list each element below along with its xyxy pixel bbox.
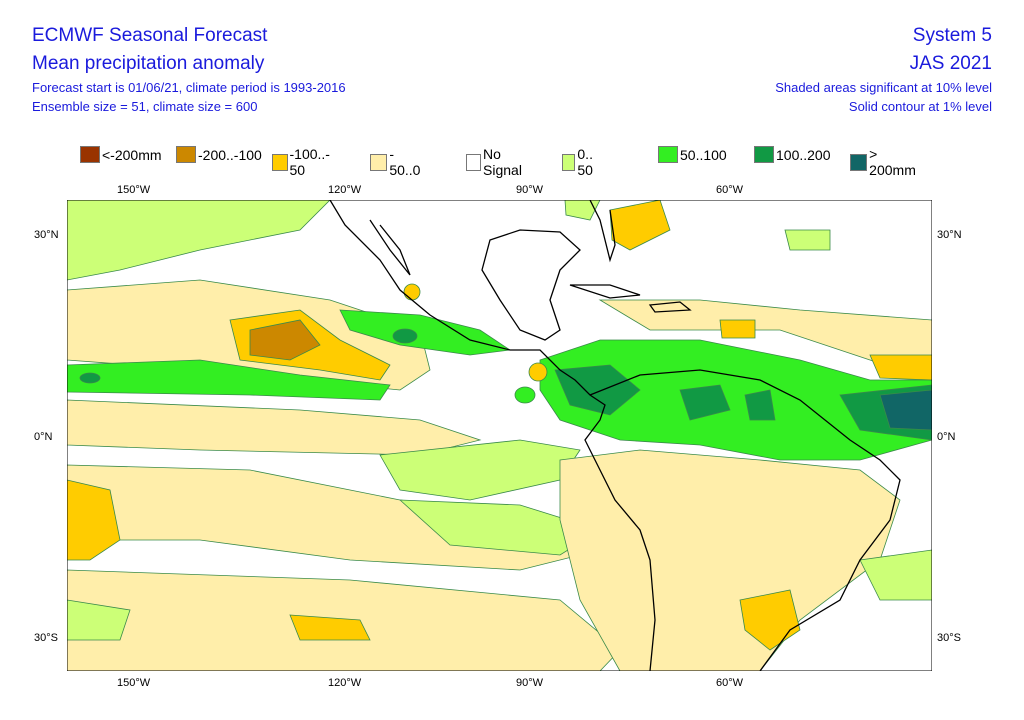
lat-label-left: 30°S: [34, 632, 58, 644]
anomaly-region: [289, 614, 371, 641]
coastline: [329, 200, 901, 671]
legend-item: No Signal: [466, 146, 527, 178]
anomaly-region: [79, 372, 101, 384]
anomaly-region: [67, 359, 391, 401]
lat-label-left: 0°N: [34, 431, 53, 443]
anomaly-region: [514, 386, 536, 404]
anomaly-region: [539, 339, 932, 461]
anomaly-region: [744, 389, 776, 421]
ensemble-info: Ensemble size = 51, climate size = 600: [32, 99, 258, 114]
lon-label-top: 90°W: [516, 184, 544, 196]
anomaly-region: [859, 549, 932, 601]
lon-label-bottom: 150°W: [117, 677, 151, 689]
lon-label-top: 120°W: [328, 184, 362, 196]
lat-label-right: 30°S: [937, 632, 961, 644]
legend-item: > 200mm: [850, 146, 919, 178]
anomaly-region: [67, 200, 331, 281]
significance-note: Shaded areas significant at 10% level: [775, 80, 992, 95]
anomaly-region: [67, 479, 121, 561]
anomaly-region: [392, 328, 418, 344]
lat-label-left: 30°N: [34, 229, 59, 241]
lon-label-bottom: 60°W: [716, 677, 744, 689]
anomaly-region: [559, 449, 901, 671]
lat-label-right: 0°N: [937, 431, 956, 443]
lon-label-top: 60°W: [716, 184, 744, 196]
anomaly-region: [554, 364, 641, 416]
lat-label-right: 30°N: [937, 229, 962, 241]
legend-item: 0.. 50: [562, 146, 600, 178]
period-label: JAS 2021: [909, 53, 992, 74]
lon-label-bottom: 90°W: [516, 677, 544, 689]
title: ECMWF Seasonal Forecast: [32, 25, 268, 46]
legend-item: 50..100: [658, 146, 727, 163]
lon-label-top: 150°W: [117, 184, 151, 196]
anomaly-region: [739, 589, 801, 651]
anomaly-region: [879, 389, 932, 431]
contour-note: Solid contour at 1% level: [848, 99, 992, 114]
forecast-info: Forecast start is 01/06/21, climate peri…: [32, 80, 346, 95]
anomaly-region: [679, 384, 731, 421]
anomaly-region: [403, 283, 421, 301]
anomaly-region: [564, 200, 601, 221]
lon-label-bottom: 120°W: [328, 677, 362, 689]
subtitle: Mean precipitation anomaly: [32, 53, 265, 74]
anomaly-region: [784, 229, 831, 251]
anomaly-region: [339, 309, 512, 356]
anomaly-region: [719, 319, 756, 339]
anomaly-region: [598, 299, 932, 381]
system-label: System 5: [912, 25, 992, 46]
anomaly-region: [869, 354, 932, 381]
legend-item: -100..- 50: [272, 146, 334, 178]
anomaly-region: [528, 362, 548, 382]
legend-item: 100..200: [754, 146, 831, 163]
anomaly-region: [249, 319, 321, 361]
legend-item: - 50..0: [370, 146, 423, 178]
anomaly-region: [67, 599, 131, 641]
legend-item: <-200mm: [80, 146, 162, 163]
anomaly-region: [609, 200, 671, 251]
legend-item: -200..-100: [176, 146, 262, 163]
